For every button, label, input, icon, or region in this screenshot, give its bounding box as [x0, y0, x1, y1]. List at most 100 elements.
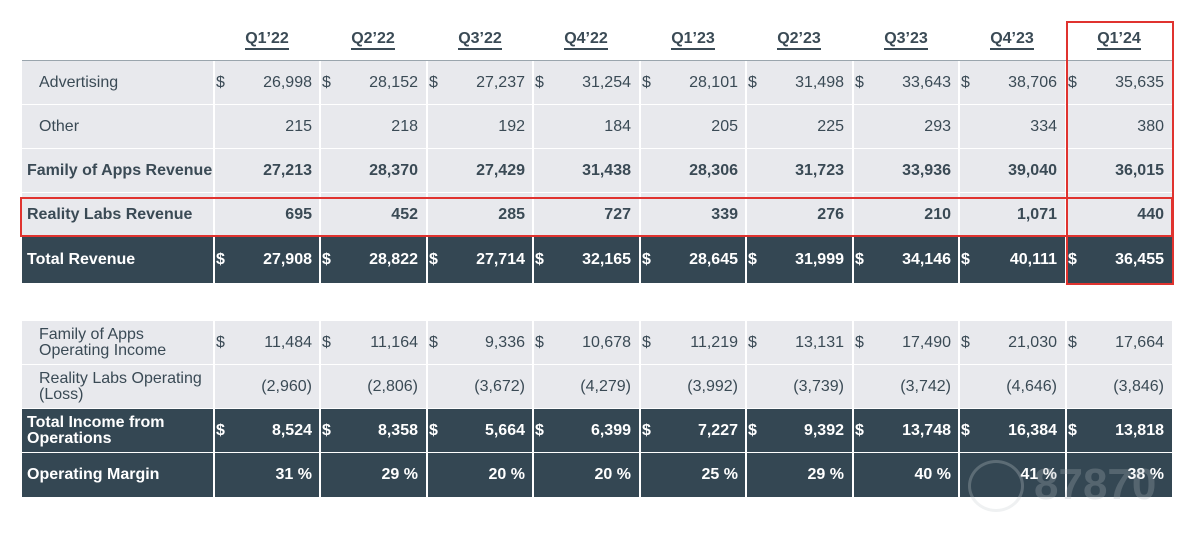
cell-value: (2,806) — [367, 378, 418, 395]
table-cell: 20 % — [427, 453, 533, 497]
column-divider — [213, 237, 215, 283]
table-cell: (3,672) — [427, 365, 533, 409]
table-cell: $9,336 — [427, 321, 533, 365]
currency-symbol: $ — [642, 74, 651, 91]
column-divider — [319, 193, 321, 237]
column-divider — [426, 365, 428, 409]
quarter-header: Q1’22 — [214, 30, 320, 52]
column-divider — [532, 105, 534, 149]
column-divider — [426, 105, 428, 149]
column-divider — [639, 453, 641, 497]
column-divider — [1065, 409, 1067, 453]
table-cell: 695 — [214, 193, 320, 237]
quarter-header: Q4’23 — [959, 30, 1065, 52]
table-row: Reality Labs Revenue 695 452 285 727 339 276 21… — [22, 193, 1172, 237]
cell-value: 40,111 — [1009, 251, 1057, 268]
currency-symbol: $ — [642, 251, 651, 268]
column-divider — [639, 105, 641, 149]
cell-value: 218 — [391, 118, 418, 135]
cell-value: 1,071 — [1016, 206, 1057, 223]
table-cell: $11,484 — [214, 321, 320, 365]
table-cell: 36,015 — [1066, 149, 1172, 193]
cell-value: 225 — [817, 118, 844, 135]
column-divider — [213, 61, 215, 105]
cell-value: 33,936 — [902, 162, 951, 179]
cell-value: 20 % — [594, 466, 631, 483]
column-divider — [639, 365, 641, 409]
column-divider — [213, 409, 215, 453]
table-cell: $33,643 — [853, 61, 959, 105]
table-row: Advertising $26,998 $28,152 $27,237 $31,254 $… — [22, 61, 1172, 105]
cell-value: 695 — [285, 206, 312, 223]
cell-value: 34,146 — [902, 251, 951, 268]
currency-symbol: $ — [429, 74, 438, 91]
column-divider — [958, 321, 960, 365]
table-cell: $36,455 — [1066, 237, 1172, 283]
column-divider — [532, 193, 534, 237]
column-divider — [532, 237, 534, 283]
cell-value: 205 — [711, 118, 738, 135]
table-cell: $27,908 — [214, 237, 320, 283]
table-cell: $13,131 — [746, 321, 852, 365]
watermark-text: 87870 — [1034, 460, 1157, 509]
table-cell: 334 — [959, 105, 1065, 149]
quarter-label: Q2’22 — [351, 30, 395, 50]
column-divider — [639, 409, 641, 453]
column-divider — [852, 149, 854, 193]
cell-value: 184 — [604, 118, 631, 135]
header-underline — [22, 60, 1172, 61]
table-cell: 20 % — [533, 453, 639, 497]
cell-value: 31,438 — [582, 162, 631, 179]
cell-value: 33,643 — [902, 74, 951, 91]
column-divider — [852, 105, 854, 149]
cell-value: 29 % — [807, 466, 844, 483]
table-cell: $28,645 — [640, 237, 746, 283]
column-divider — [852, 409, 854, 453]
table-cell: 28,370 — [320, 149, 426, 193]
table-cell: 27,213 — [214, 149, 320, 193]
table-cell: $34,146 — [853, 237, 959, 283]
column-divider — [1065, 365, 1067, 409]
currency-symbol: $ — [322, 251, 331, 268]
quarter-label: Q3’22 — [458, 30, 502, 50]
cell-value: 13,748 — [902, 422, 951, 439]
table-cell: 31,438 — [533, 149, 639, 193]
table-cell: $8,358 — [320, 409, 426, 453]
column-divider — [745, 321, 747, 365]
column-divider — [958, 237, 960, 283]
row-label: Advertising — [39, 74, 119, 91]
cell-value: (2,960) — [261, 378, 312, 395]
quarter-label: Q4’22 — [564, 30, 608, 50]
column-divider — [958, 149, 960, 193]
column-divider — [639, 321, 641, 365]
cell-value: 40 % — [914, 466, 951, 483]
column-divider — [213, 453, 215, 497]
cell-value: 27,714 — [476, 251, 525, 268]
column-divider — [745, 453, 747, 497]
cell-value: 380 — [1137, 118, 1164, 135]
table-row: Total Income from Operations $8,524 $8,358… — [22, 409, 1172, 453]
cell-value: 9,336 — [484, 334, 525, 351]
table-cell: 39,040 — [959, 149, 1065, 193]
quarter-label: Q3’23 — [884, 30, 928, 50]
column-divider — [958, 105, 960, 149]
currency-symbol: $ — [322, 334, 331, 351]
table-cell: 28,306 — [640, 149, 746, 193]
cell-value: 339 — [711, 206, 738, 223]
cell-value: (3,846) — [1113, 378, 1164, 395]
table-cell: 41 % — [959, 453, 1065, 497]
row-label: Operating Margin — [27, 466, 160, 483]
column-divider — [213, 365, 215, 409]
table-cell: 29 % — [746, 453, 852, 497]
row-label: Family of Apps Revenue — [27, 162, 213, 179]
cell-value: 27,429 — [476, 162, 525, 179]
column-divider — [639, 237, 641, 283]
cell-value: 17,664 — [1115, 334, 1164, 351]
cell-value: (3,739) — [793, 378, 844, 395]
cell-value: 28,101 — [689, 74, 738, 91]
column-divider — [532, 365, 534, 409]
quarter-header: Q4’22 — [533, 30, 639, 52]
column-divider — [319, 105, 321, 149]
currency-symbol: $ — [855, 74, 864, 91]
currency-symbol: $ — [322, 422, 331, 439]
